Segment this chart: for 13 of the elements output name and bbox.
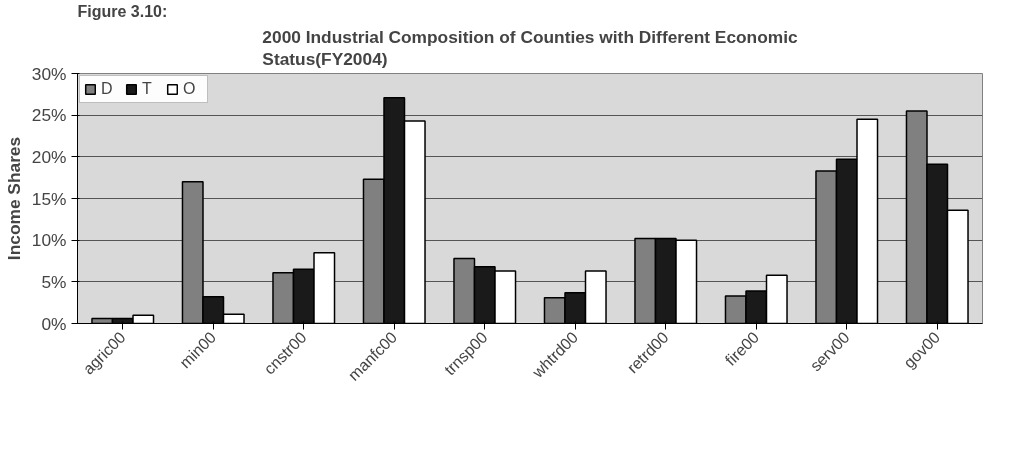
y-axis-title: Income Shares	[3, 136, 24, 261]
y-tick-label: 15%	[31, 188, 67, 209]
y-tick-label: 20%	[31, 146, 67, 167]
y-tick-label: 30%	[31, 63, 67, 84]
y-tick-label: 25%	[31, 105, 67, 126]
y-tick-label: 5%	[41, 271, 67, 292]
y-tick-label: 0%	[41, 313, 67, 334]
caption: Figure 3.10:	[77, 2, 168, 20]
legend-label: O	[183, 80, 197, 98]
legend-label: D	[101, 80, 114, 98]
y-tick-label: 10%	[31, 230, 67, 251]
legend-label: T	[142, 80, 153, 98]
chart-title: 2000 Industrial Composition of Counties with Different Economic Status(FY2004)	[262, 26, 799, 69]
